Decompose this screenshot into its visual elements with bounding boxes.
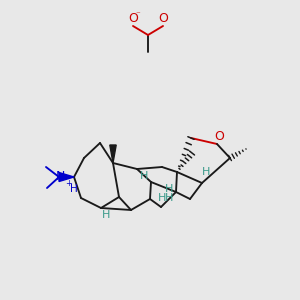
Text: O: O [158, 13, 168, 26]
Text: ⁻: ⁻ [136, 11, 140, 20]
Text: H: H [165, 184, 173, 194]
Polygon shape [110, 145, 116, 163]
Text: H: H [158, 193, 166, 203]
Text: H: H [70, 184, 78, 194]
Text: O: O [214, 130, 224, 143]
Text: O: O [128, 13, 138, 26]
Text: H: H [165, 193, 173, 203]
Polygon shape [59, 172, 74, 182]
Text: N: N [55, 170, 65, 184]
Text: H: H [140, 171, 148, 181]
Text: H: H [202, 167, 210, 177]
Text: +: + [66, 179, 72, 188]
Text: H: H [102, 210, 110, 220]
